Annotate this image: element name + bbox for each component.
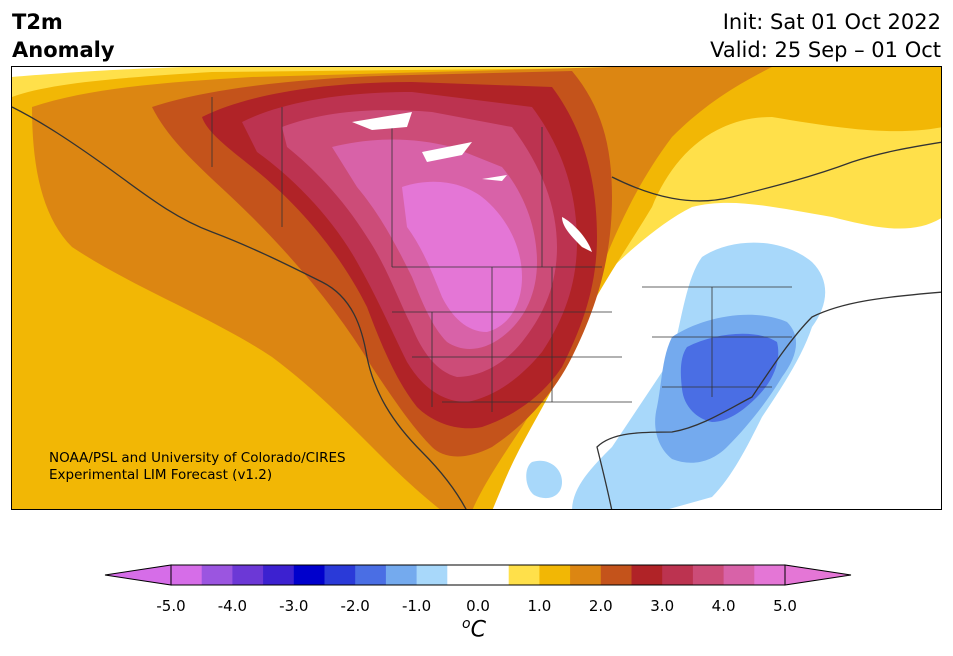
colorbar-segment bbox=[723, 565, 755, 585]
colorbar-tick-label: 1.0 bbox=[527, 597, 552, 615]
colorbar-tick-label: 4.0 bbox=[711, 597, 736, 615]
colorbar-segment bbox=[416, 565, 448, 585]
colorbar-segment bbox=[570, 565, 602, 585]
forecast-dates: Init: Sat 01 Oct 2022 Valid: 25 Sep – 01… bbox=[710, 8, 941, 64]
colorbar-unit: oC bbox=[462, 616, 486, 642]
colorbar-segment bbox=[539, 565, 571, 585]
init-date: Init: Sat 01 Oct 2022 bbox=[722, 10, 941, 34]
valid-range: Valid: 25 Sep – 01 Oct bbox=[710, 38, 941, 62]
colorbar bbox=[104, 564, 852, 586]
map-title: T2m Anomaly bbox=[12, 8, 115, 64]
colorbar-tick-label: 0.0 bbox=[466, 597, 490, 615]
lakes bbox=[352, 112, 592, 252]
colorbar-segment bbox=[508, 565, 540, 585]
colorbar-segment bbox=[662, 565, 694, 585]
colorbar-segment bbox=[692, 565, 725, 585]
colorbar-tick-label: -4.0 bbox=[217, 597, 248, 615]
coastlines bbox=[12, 106, 941, 509]
colorbar-border bbox=[170, 564, 786, 586]
map-canvas bbox=[12, 67, 941, 509]
colorbar-segment bbox=[293, 565, 325, 585]
colorbar-segment bbox=[232, 565, 264, 585]
colorbar-segment bbox=[631, 565, 663, 585]
colorbar-tick-label: 2.0 bbox=[588, 597, 613, 615]
credit-text: NOAA/PSL and University of Colorado/CIRE… bbox=[49, 450, 346, 484]
colorbar-segment bbox=[324, 565, 356, 585]
colorbar-over-triangle bbox=[784, 564, 852, 586]
cool-anomaly-field bbox=[526, 242, 826, 509]
title-variable: T2m bbox=[12, 10, 63, 34]
colorbar-tick-label: -2.0 bbox=[340, 597, 370, 615]
colorbar-tick-label: -3.0 bbox=[279, 597, 309, 615]
colorbar-segment bbox=[171, 565, 203, 585]
anomaly-map bbox=[11, 66, 942, 510]
colorbar-segment bbox=[447, 565, 479, 585]
colorbar-segment bbox=[263, 565, 295, 585]
colorbar-tick-label: 5.0 bbox=[773, 597, 797, 615]
colorbar-segment bbox=[201, 565, 233, 585]
credit-line-2: Experimental LIM Forecast (v1.2) bbox=[49, 467, 273, 483]
colorbar-tick-label: -1.0 bbox=[401, 597, 432, 615]
state-borders bbox=[211, 97, 792, 412]
degree-symbol: o bbox=[462, 616, 471, 632]
title-anomaly: Anomaly bbox=[12, 38, 115, 62]
colorbar-segment bbox=[754, 565, 786, 585]
colorbar-segment bbox=[478, 565, 510, 585]
colorbar-under-triangle bbox=[104, 564, 172, 586]
credit-line-1: NOAA/PSL and University of Colorado/CIRE… bbox=[49, 450, 346, 466]
colorbar-segment bbox=[355, 565, 387, 585]
colorbar-tick-label: 3.0 bbox=[650, 597, 675, 615]
colorbar-segment bbox=[385, 565, 418, 585]
colorbar-tick-label: -5.0 bbox=[156, 597, 186, 615]
unit-letter: C bbox=[470, 617, 486, 643]
colorbar-segment bbox=[600, 565, 632, 585]
